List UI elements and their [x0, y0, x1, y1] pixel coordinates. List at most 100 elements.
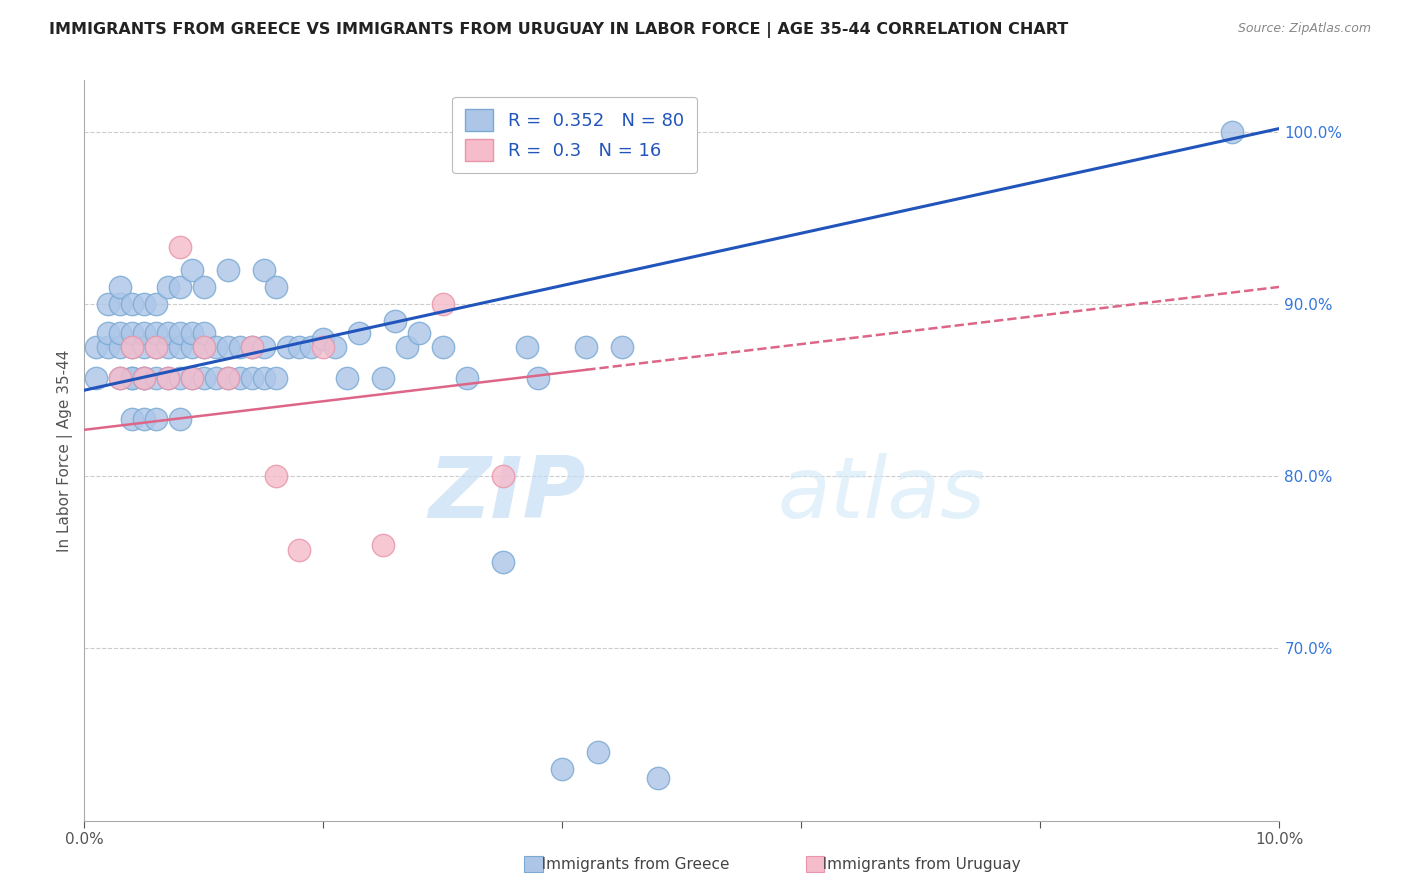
Legend: R =  0.352   N = 80, R =  0.3   N = 16: R = 0.352 N = 80, R = 0.3 N = 16 [451, 96, 696, 173]
Point [575, 340, 598, 354]
Point [145, 340, 167, 354]
Point [169, 340, 191, 354]
Point [121, 297, 143, 311]
Point [288, 543, 311, 558]
Point [86, 371, 108, 385]
Point [181, 371, 204, 385]
Point [264, 371, 287, 385]
Text: Source: ZipAtlas.com: Source: ZipAtlas.com [1237, 22, 1371, 36]
Point [205, 340, 228, 354]
Point [264, 280, 287, 294]
Point [132, 371, 156, 385]
Point [432, 297, 454, 311]
Point [264, 469, 287, 483]
Point [97, 297, 120, 311]
Point [205, 371, 228, 385]
Point [132, 326, 156, 341]
Point [157, 371, 180, 385]
Point [193, 326, 215, 341]
Point [157, 340, 180, 354]
Point [110, 280, 132, 294]
Point [181, 262, 204, 277]
Point [301, 340, 323, 354]
Point [253, 371, 276, 385]
Point [228, 371, 252, 385]
Point [240, 340, 263, 354]
Point [193, 340, 215, 354]
Point [193, 340, 215, 354]
Point [121, 340, 143, 354]
Point [157, 280, 180, 294]
Point [193, 280, 215, 294]
Point [217, 371, 239, 385]
Point [288, 340, 311, 354]
Point [145, 412, 167, 426]
Point [121, 412, 143, 426]
Point [132, 340, 156, 354]
Point [121, 326, 143, 341]
Point [181, 371, 204, 385]
Point [157, 326, 180, 341]
Point [181, 326, 204, 341]
Point [110, 340, 132, 354]
Point [110, 297, 132, 311]
Text: IMMIGRANTS FROM GREECE VS IMMIGRANTS FROM URUGUAY IN LABOR FORCE | AGE 35-44 COR: IMMIGRANTS FROM GREECE VS IMMIGRANTS FRO… [49, 22, 1069, 38]
Point [145, 371, 167, 385]
Point [169, 326, 191, 341]
Point [349, 326, 371, 341]
Point [1220, 125, 1243, 139]
Point [217, 340, 239, 354]
Text: Immigrants from Greece: Immigrants from Greece [527, 857, 730, 872]
Point [169, 371, 191, 385]
Point [312, 340, 335, 354]
Point [169, 412, 191, 426]
Point [145, 297, 167, 311]
Point [132, 412, 156, 426]
Point [408, 326, 430, 341]
Point [456, 371, 478, 385]
Point [277, 340, 299, 354]
Point [169, 280, 191, 294]
Point [516, 340, 538, 354]
Point [132, 371, 156, 385]
Point [145, 326, 167, 341]
Point [110, 326, 132, 341]
Point [193, 371, 215, 385]
Point [612, 340, 634, 354]
Point [110, 371, 132, 385]
Point [325, 340, 347, 354]
Point [132, 371, 156, 385]
Point [384, 314, 406, 328]
Point [181, 340, 204, 354]
Point [647, 771, 669, 785]
Point [121, 340, 143, 354]
Text: Immigrants from Uruguay: Immigrants from Uruguay [808, 857, 1021, 872]
Point [121, 371, 143, 385]
Point [217, 262, 239, 277]
Point [132, 297, 156, 311]
Point [373, 371, 395, 385]
Point [527, 371, 550, 385]
Point [312, 332, 335, 346]
Point [432, 340, 454, 354]
Point [588, 745, 610, 759]
Point [253, 262, 276, 277]
Point [240, 340, 263, 354]
Point [145, 340, 167, 354]
Point [240, 371, 263, 385]
Point [253, 340, 276, 354]
Point [396, 340, 419, 354]
Y-axis label: In Labor Force | Age 35-44: In Labor Force | Age 35-44 [58, 350, 73, 551]
Text: ZIP: ZIP [429, 453, 586, 536]
Point [97, 340, 120, 354]
Point [228, 340, 252, 354]
Text: atlas: atlas [778, 453, 986, 536]
Point [157, 371, 180, 385]
Point [97, 326, 120, 341]
Point [336, 371, 359, 385]
Point [492, 469, 515, 483]
Point [551, 762, 574, 776]
Point [217, 371, 239, 385]
Point [492, 555, 515, 569]
Point [373, 538, 395, 552]
